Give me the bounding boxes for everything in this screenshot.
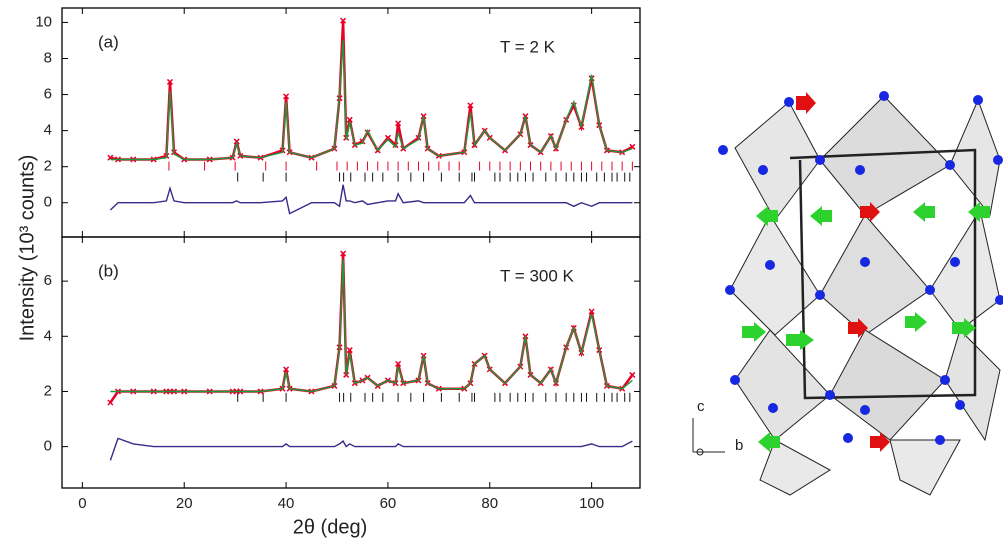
atom [768, 403, 778, 413]
spin-arrow [810, 206, 832, 226]
y-tick-label: 0 [44, 438, 52, 455]
y-tick-label: 0 [44, 194, 52, 211]
atom [725, 285, 735, 295]
atom [855, 165, 865, 175]
y-tick-label: 6 [44, 272, 52, 289]
spin-arrow [913, 202, 935, 222]
temperature-label: T = 2 K [500, 37, 556, 56]
atom [860, 405, 870, 415]
atom [815, 155, 825, 165]
y-tick-label: 2 [44, 158, 52, 175]
panel-label: (a) [98, 32, 119, 51]
atom [718, 145, 728, 155]
atom [955, 400, 965, 410]
figure: c b 0 2 4 6 8 10 (a) T = 2 K Intensity (10³ coun… [0, 0, 1003, 548]
atom [925, 285, 935, 295]
atom [973, 95, 983, 105]
x-tick-label: 100 [579, 495, 604, 512]
spin-arrow [905, 312, 927, 332]
temperature-label: T = 300 K [500, 266, 575, 285]
x-tick-label: 20 [176, 495, 193, 512]
octahedron [830, 330, 945, 440]
spin-arrow [742, 322, 766, 342]
atom [784, 97, 794, 107]
x-tick-label: 80 [481, 495, 498, 512]
atom [730, 375, 740, 385]
octahedron [730, 215, 820, 335]
atom [860, 257, 870, 267]
x-tick-label: 60 [380, 495, 397, 512]
octahedron [760, 440, 830, 495]
y-tick-label: 4 [44, 122, 52, 139]
y-tick-label: 6 [44, 86, 52, 103]
y-axis-label: Intensity (10³ counts) [16, 155, 38, 342]
octahedron [890, 440, 960, 495]
atom [843, 433, 853, 443]
atom [993, 155, 1003, 165]
atom [815, 290, 825, 300]
x-axis-label: 2θ (deg) [293, 516, 368, 538]
y-tick-label: 8 [44, 49, 52, 66]
panel-label: (b) [98, 261, 119, 280]
crystal-structure [693, 91, 1003, 495]
difference-line [110, 185, 632, 214]
y-tick-label: 10 [35, 13, 52, 30]
y-tick-label: 4 [44, 327, 52, 344]
spin-arrow [786, 330, 814, 350]
difference-line [110, 438, 632, 460]
axis-label-b: b [735, 437, 743, 454]
octahedron [735, 102, 820, 220]
atom [765, 260, 775, 270]
axis-label-c: c [697, 398, 705, 415]
atom [940, 375, 950, 385]
spin-arrow [796, 92, 816, 114]
atom [950, 257, 960, 267]
octahedron [930, 210, 1000, 330]
atom [935, 435, 945, 445]
atom [758, 165, 768, 175]
y-tick-label: 2 [44, 382, 52, 399]
octahedron [735, 330, 830, 440]
atom [825, 390, 835, 400]
x-tick-label: 0 [78, 495, 86, 512]
atom [945, 160, 955, 170]
atom [879, 91, 889, 101]
octahedron [945, 330, 1000, 440]
x-tick-label: 40 [278, 495, 295, 512]
